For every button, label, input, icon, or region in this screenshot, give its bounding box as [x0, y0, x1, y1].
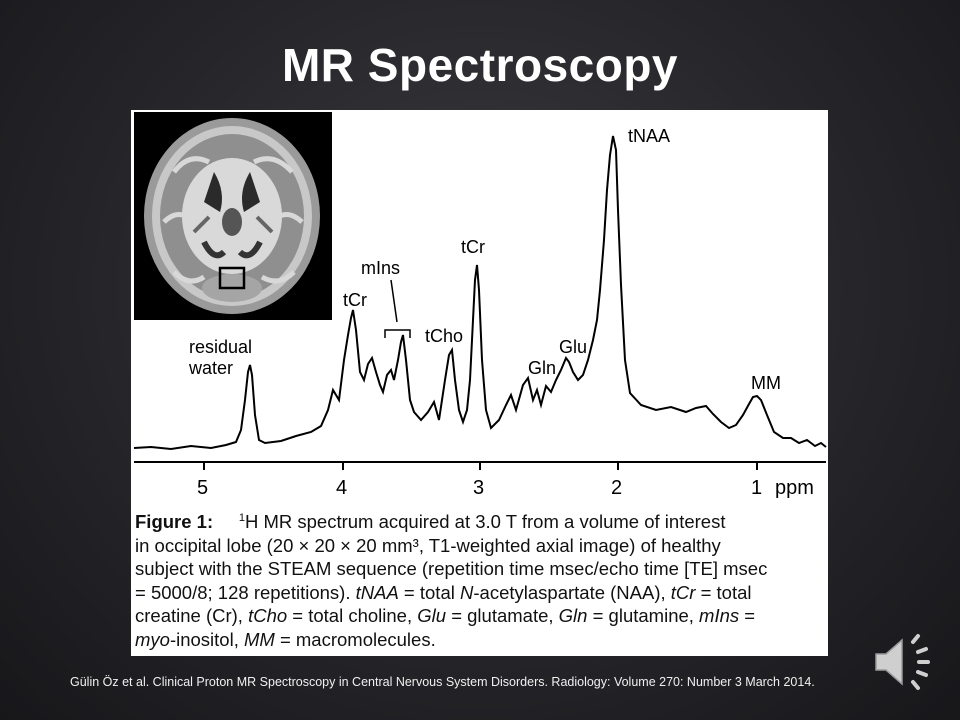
caption-text: creatine (Cr),	[135, 605, 249, 627]
caption-term: tCr	[670, 581, 696, 603]
peak-label-tcho: tCho	[425, 326, 463, 346]
x-tick-label: 1	[751, 477, 762, 499]
caption-term: N	[460, 581, 474, 603]
citation: Gülin Öz et al. Clinical Proton MR Spect…	[70, 675, 815, 689]
speaker-icon	[875, 634, 930, 690]
voi-box	[218, 266, 246, 290]
peak-label-mins: mIns	[361, 258, 400, 278]
x-tick-label: 2	[611, 477, 622, 499]
caption-text: = 5000/8; 128 repetitions).	[135, 581, 356, 603]
caption-term: myo	[135, 628, 170, 650]
audio-button[interactable]	[872, 632, 938, 692]
peak-label-tcr-4: tCr	[343, 290, 367, 310]
caption-line: H MR spectrum acquired at 3.0 T from a v…	[244, 511, 726, 533]
spectrum-trace	[133, 135, 827, 451]
caption-term: mIns	[699, 605, 740, 627]
mins-bracket	[384, 329, 411, 338]
mri-axial-image	[134, 112, 332, 320]
caption-term: MM	[243, 628, 275, 650]
peak-label-water: water	[188, 358, 233, 378]
peak-label-tnaa: tNAA	[628, 126, 670, 146]
caption-text: = glutamate,	[446, 605, 559, 627]
peak-label-residual: residual	[189, 337, 252, 357]
caption-text: -acetylaspartate (NAA),	[473, 581, 671, 603]
x-axis-unit: ppm	[775, 477, 814, 499]
caption-text: = total	[398, 581, 460, 603]
caption-line: in occipital lobe (20 × 20 × 20 mm³, T1-…	[135, 534, 721, 556]
peak-label-tcr-3: tCr	[461, 237, 485, 257]
mins-pointer	[390, 279, 398, 323]
caption-text: =	[739, 605, 756, 627]
slide-title: MR Spectroscopy	[281, 39, 679, 91]
x-tick-label: 3	[473, 477, 484, 499]
caption-term: Glu	[417, 605, 447, 627]
caption-label: Figure 1:	[135, 511, 214, 533]
spectrum-figure: 5 4 3 2 1 ppm tNAA tCr mIns tCr tCho Glu…	[131, 110, 828, 656]
caption-text: = glutamine,	[587, 605, 700, 627]
x-tick-label: 4	[336, 477, 347, 499]
peak-label-glu: Glu	[559, 337, 587, 357]
peak-label-mm: MM	[751, 373, 781, 393]
peak-label-gln: Gln	[528, 358, 556, 378]
x-tick-label: 5	[197, 477, 208, 499]
caption-term: tNAA	[355, 581, 399, 603]
caption-text: = total choline,	[287, 605, 418, 627]
caption-line: subject with the STEAM sequence (repetit…	[135, 558, 768, 580]
spectrum-plot: 5 4 3 2 1 ppm tNAA tCr mIns tCr tCho Glu…	[133, 126, 827, 499]
caption-term: Gln	[558, 605, 588, 627]
caption-text: = macromolecules.	[274, 628, 436, 650]
figure-caption: Figure 1: 1H MR spectrum acquired at 3.0…	[135, 507, 815, 651]
caption-term: tCho	[248, 605, 288, 627]
caption-text: = total	[695, 581, 752, 603]
caption-text: -inositol,	[169, 628, 244, 650]
caption-sup: 1	[238, 512, 245, 524]
